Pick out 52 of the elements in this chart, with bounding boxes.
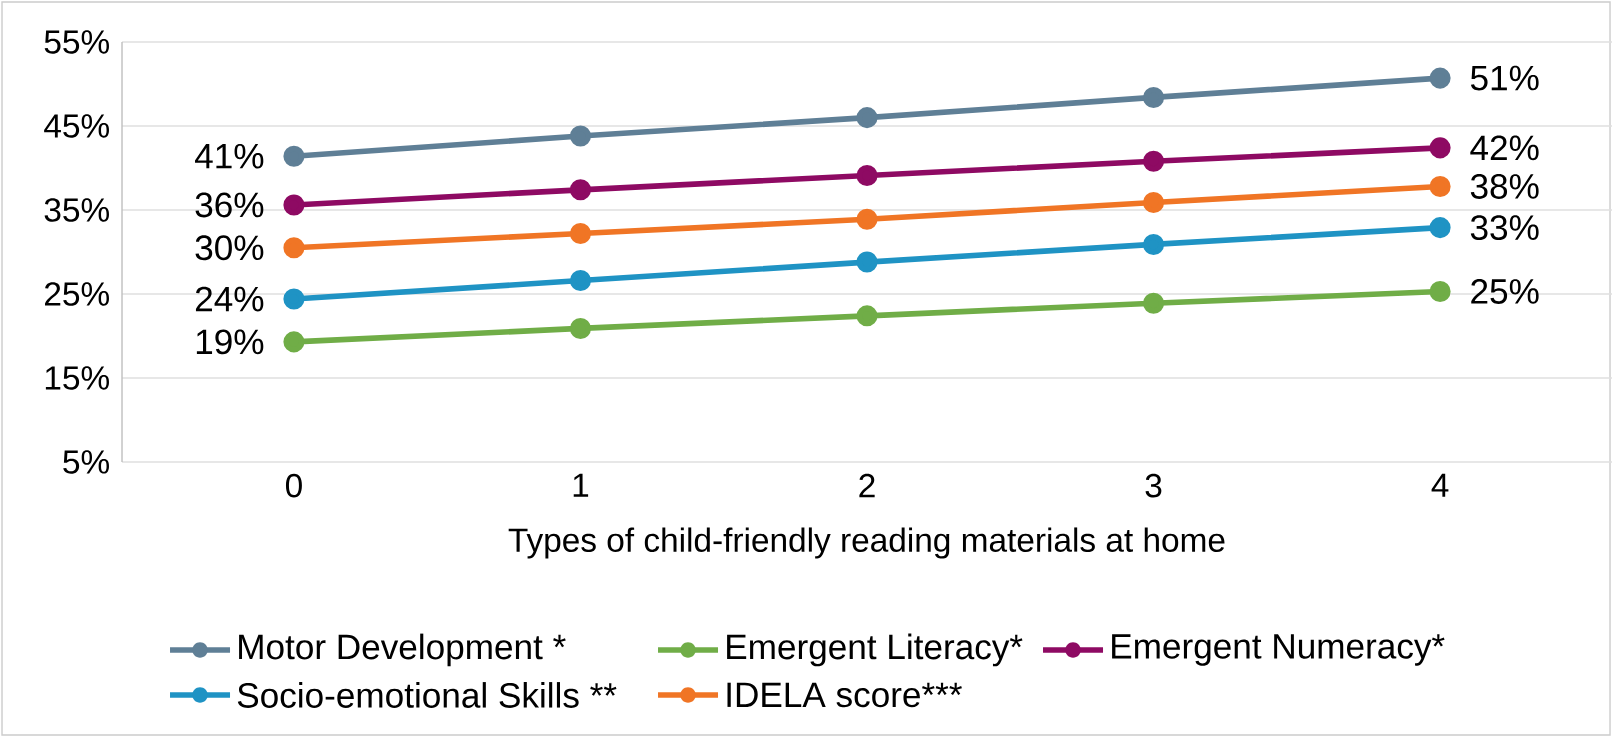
- point: [1429, 67, 1451, 89]
- point: [283, 145, 305, 167]
- point: [856, 305, 878, 327]
- legend-label: IDELA score***: [727, 682, 962, 708]
- point: [283, 194, 305, 216]
- y-tick-label: 45%: [44, 114, 109, 138]
- x-tick-label: 2: [859, 473, 875, 498]
- point: [1429, 175, 1451, 198]
- point: [1143, 292, 1165, 314]
- point: [1143, 150, 1165, 172]
- x-tick-label: 3: [1145, 473, 1162, 498]
- point: [856, 251, 878, 273]
- point: [1429, 217, 1451, 239]
- legend-label: Socio-emotional Skills **: [237, 682, 617, 708]
- point: [1429, 137, 1451, 159]
- point: [1143, 233, 1165, 255]
- legend-label: Emergent Numeracy*: [1112, 634, 1445, 666]
- point: [283, 288, 305, 310]
- data-label: 24%: [195, 286, 264, 312]
- y-tick-label: 35%: [44, 198, 109, 222]
- x-axis-title: Types of child-friendly reading materials at home: [508, 527, 1225, 559]
- y-tick-label: 15%: [45, 366, 109, 390]
- point: [569, 270, 592, 292]
- point: [856, 165, 878, 187]
- y-tick-label: 25%: [45, 282, 109, 306]
- data-label: 30%: [195, 235, 264, 261]
- point: [569, 222, 592, 245]
- y-tick-label: 5%: [63, 450, 109, 474]
- point: [569, 179, 592, 201]
- point: [1429, 280, 1451, 303]
- legend-label: Emergent Literacy*: [727, 633, 1023, 667]
- point: [856, 107, 878, 129]
- data-label: 41%: [195, 143, 264, 169]
- point: [569, 125, 592, 147]
- point: [1143, 191, 1165, 213]
- point: [856, 208, 878, 230]
- data-label: 33%: [1470, 215, 1539, 241]
- data-label: 19%: [196, 329, 264, 355]
- point: [283, 331, 305, 353]
- point: [283, 237, 305, 259]
- point: [1143, 86, 1165, 108]
- data-label: 38%: [1470, 174, 1539, 199]
- legend-label: Motor Development *: [239, 633, 566, 667]
- data-label: 25%: [1471, 279, 1539, 304]
- x-tick-label: 1: [573, 473, 589, 497]
- point: [569, 317, 592, 339]
- data-label: 42%: [1470, 135, 1539, 161]
- data-label: 36%: [195, 192, 264, 218]
- x-tick-label: 4: [1431, 473, 1449, 497]
- data-label: 51%: [1470, 65, 1539, 91]
- y-tick-label: 55%: [44, 30, 109, 54]
- x-tick-label: 0: [285, 473, 302, 498]
